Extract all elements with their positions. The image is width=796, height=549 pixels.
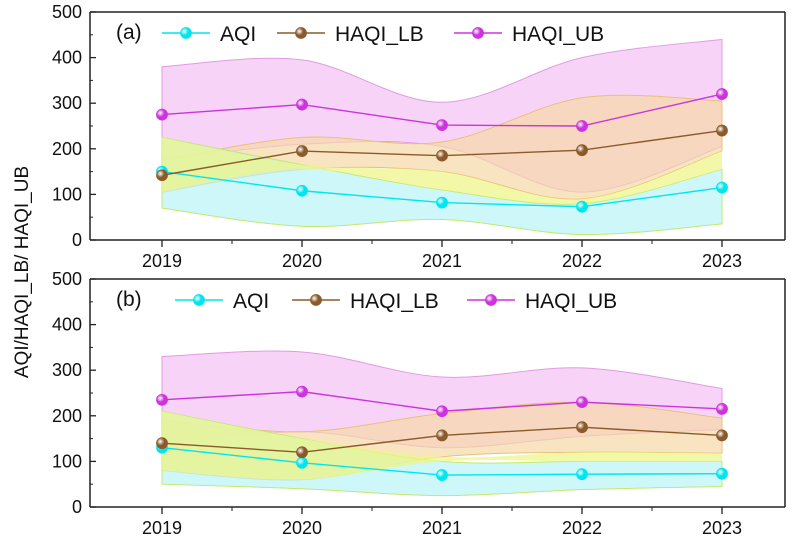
legend-marker — [295, 27, 307, 39]
y-tick-label: 100 — [52, 184, 82, 204]
legend-label: AQI — [233, 290, 269, 313]
data-point-haqi-ub — [296, 385, 308, 398]
data-point-haqi-ub — [436, 405, 448, 418]
data-point-haqi-lb — [156, 437, 168, 450]
data-point-haqi-lb — [296, 446, 308, 459]
data-point-haqi-ub — [156, 393, 168, 406]
legend-marker — [310, 294, 322, 306]
x-tick-label: 2023 — [702, 518, 742, 538]
y-tick-label: 300 — [52, 93, 82, 113]
x-tick-label: 2021 — [422, 518, 462, 538]
y-tick-label: 0 — [72, 230, 82, 250]
data-point-aqi — [576, 468, 588, 481]
x-tick-label: 2022 — [562, 518, 602, 538]
data-point-aqi — [296, 184, 308, 197]
legend-label: HAQI_UB — [512, 23, 604, 46]
data-point-aqi — [716, 467, 728, 480]
data-point-aqi — [436, 196, 448, 209]
data-point-haqi-ub — [716, 403, 728, 415]
x-tick-label: 2021 — [422, 251, 462, 271]
y-axis-title: AQI/HAQI_LB/ HAQI_UB — [12, 166, 33, 378]
legend-item-aqi: AQI — [175, 290, 269, 313]
data-point-haqi-ub — [436, 119, 448, 131]
panel-label: (b) — [116, 288, 142, 311]
data-point-haqi-lb — [436, 149, 448, 162]
y-tick-label: 200 — [52, 406, 82, 426]
legend-item-haqi-lb: HAQI_LB — [292, 290, 439, 313]
data-point-haqi-lb — [716, 429, 728, 442]
data-point-haqi-ub — [576, 120, 588, 132]
legend-label: HAQI_UB — [525, 290, 617, 313]
data-point-haqi-lb — [576, 144, 588, 157]
legend-marker — [485, 294, 497, 306]
y-tick-label: 400 — [52, 48, 82, 68]
x-tick-label: 2020 — [282, 251, 322, 271]
y-tick-label: 0 — [72, 497, 82, 517]
legend-label: HAQI_LB — [335, 23, 424, 46]
legend-marker — [472, 27, 484, 39]
y-tick-label: 300 — [52, 360, 82, 380]
legend-label: AQI — [220, 23, 256, 46]
x-tick-label: 2019 — [142, 518, 182, 538]
legend-marker — [193, 294, 205, 306]
x-tick-label: 2020 — [282, 518, 322, 538]
data-point-haqi-lb — [576, 421, 588, 434]
data-point-haqi-ub — [156, 108, 168, 121]
data-point-haqi-lb — [296, 145, 308, 157]
x-tick-label: 2022 — [562, 251, 602, 271]
panel-a: 0 100 200 300 400 500 2019 2020 2021 2022 2023 (a) A… — [52, 2, 786, 271]
data-point-haqi-lb — [156, 169, 168, 182]
data-point-aqi — [576, 200, 588, 213]
y-tick-label: 400 — [52, 315, 82, 335]
legend-item-aqi: AQI — [162, 23, 256, 46]
panel-b: 0 100 200 300 400 500 2019 2020 2021 2022 2023 (b) A… — [52, 269, 786, 538]
data-point-haqi-lb — [716, 124, 728, 137]
legend-item-haqi-lb: HAQI_LB — [277, 23, 424, 46]
data-point-haqi-ub — [296, 98, 308, 111]
band-overlap — [162, 137, 722, 205]
legend-item-haqi-ub: HAQI_UB — [454, 23, 604, 46]
data-point-haqi-lb — [436, 429, 448, 442]
y-tick-label: 100 — [52, 451, 82, 471]
legend-marker — [180, 27, 192, 39]
panel-label: (a) — [116, 21, 142, 44]
data-point-haqi-ub — [576, 396, 588, 409]
legend-label: HAQI_LB — [350, 290, 439, 313]
x-tick-label: 2019 — [142, 251, 182, 271]
data-point-aqi — [296, 456, 308, 469]
y-tick-label: 500 — [52, 269, 82, 289]
legend-item-haqi-ub: HAQI_UB — [467, 290, 617, 313]
y-tick-label: 500 — [52, 2, 82, 22]
data-point-aqi — [716, 181, 728, 194]
data-point-aqi — [436, 469, 448, 481]
y-tick-label: 200 — [52, 139, 82, 159]
data-point-haqi-ub — [716, 88, 728, 100]
x-tick-label: 2023 — [702, 251, 742, 271]
